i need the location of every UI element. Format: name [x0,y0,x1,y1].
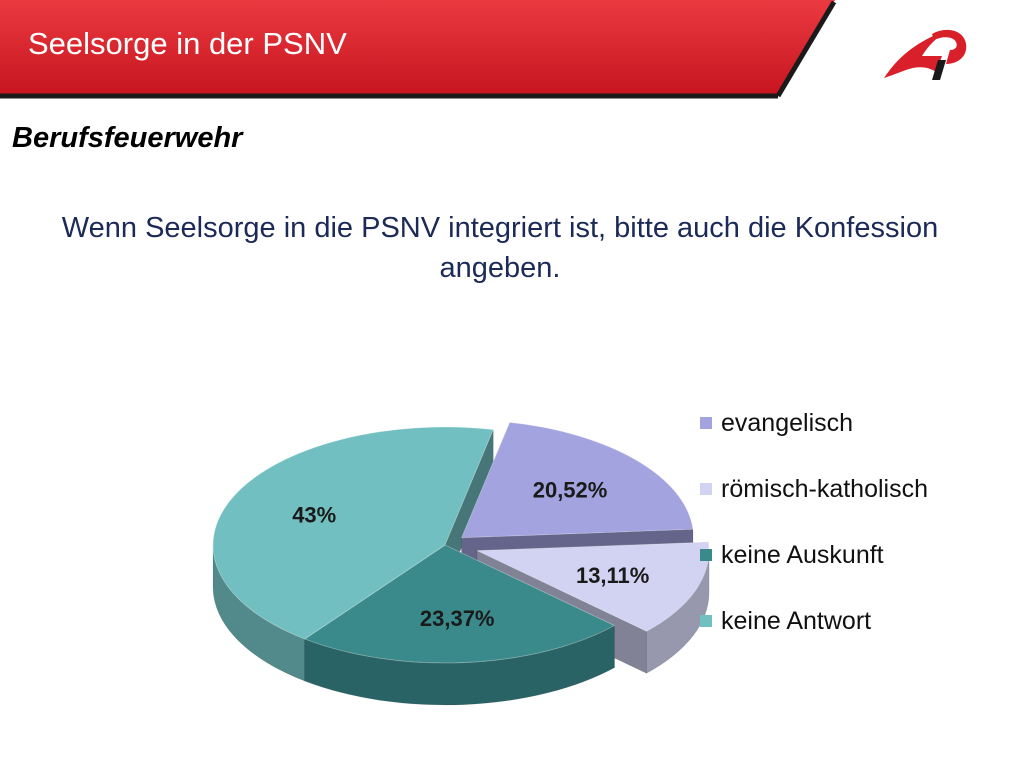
legend-item: keine Antwort [700,588,928,654]
slice-label-1: 13,11% [576,563,649,588]
legend-item: römisch-katholisch [700,456,928,522]
pie-slice-0 [460,421,694,539]
legend-item: evangelisch [700,390,928,456]
flame-logo-icon [884,29,967,80]
header-title: Seelsorge in der PSNV [28,26,347,61]
slice-label-0: 20,52% [533,478,608,503]
pie-labels: 20,52% 13,11% 23,37% 43% [292,478,649,631]
legend-label: keine Auskunft [721,540,884,569]
section-subtitle: Berufsfeuerwehr [12,122,243,154]
slice-side [304,625,615,706]
pie-tops [212,421,710,664]
legend-swatch [700,483,712,495]
legend-label: keine Antwort [721,606,872,635]
legend-swatch [700,615,712,627]
slice-label-2: 23,37% [420,606,495,631]
legend-label: evangelisch [721,408,854,437]
header-bar [0,0,837,99]
question-text: Wenn Seelsorge in die PSNV integriert is… [61,212,939,284]
slice-label-3: 43% [292,503,336,528]
legend-item: keine Auskunft [700,522,928,588]
pie-slice-3 [212,426,494,640]
legend-label: römisch-katholisch [721,474,929,503]
legend-swatch [700,417,712,429]
chart-legend: evangelisch römisch-katholisch keine Ausku… [700,390,928,654]
pie-slice-2 [303,544,616,664]
legend-swatch [700,549,712,561]
